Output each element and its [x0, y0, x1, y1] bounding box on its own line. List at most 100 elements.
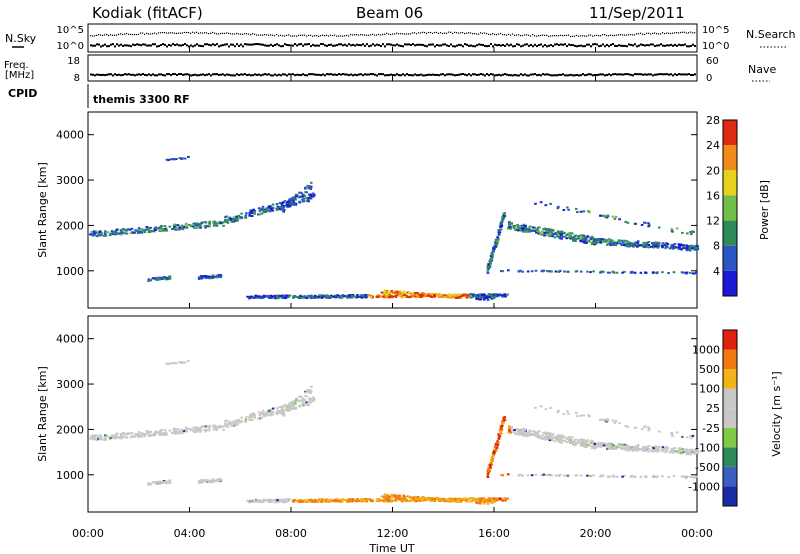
n-search-point [264, 34, 266, 36]
power-cell [110, 230, 114, 233]
noise-traces [90, 31, 696, 48]
power-cell [554, 270, 558, 273]
power-cell [431, 295, 434, 298]
n-search-point [448, 31, 450, 33]
velocity-cell [557, 474, 561, 477]
freq-point [112, 74, 114, 77]
power-cell [312, 193, 316, 196]
power-cell [391, 292, 395, 295]
power-cell [232, 218, 236, 221]
power-cell [633, 271, 637, 274]
power-cell [222, 221, 225, 224]
n-search-point [168, 32, 170, 34]
power-cell [613, 217, 617, 220]
n-sky-point [642, 44, 644, 47]
velocity-cell [681, 435, 684, 438]
power-cell [167, 159, 170, 162]
n-search-point [494, 33, 496, 36]
power-cell [435, 292, 439, 295]
power-cell [528, 225, 532, 228]
n-search-point [262, 34, 264, 36]
freq-point [688, 73, 690, 76]
velocity-cell [121, 432, 125, 435]
n-search-point [296, 35, 298, 37]
power-cell [306, 184, 309, 187]
velocity-cell [654, 449, 658, 452]
velocity-cell [613, 421, 617, 424]
velocity-cell [137, 431, 141, 434]
colorbar-tick-label: 28 [706, 114, 720, 127]
velocity-cell [690, 437, 693, 440]
velocity-cell [543, 437, 547, 440]
freq-point [446, 73, 448, 76]
power-cell [671, 247, 675, 250]
power-cell [553, 236, 557, 239]
freq-point [144, 73, 146, 76]
freq-point [180, 73, 182, 76]
velocity-cell [201, 425, 205, 428]
power-cell [612, 240, 615, 243]
freq-point [490, 73, 492, 76]
velocity-cell [331, 499, 335, 502]
power-cell [651, 271, 655, 274]
velocity-cell [522, 434, 525, 437]
n-sky-point [314, 44, 316, 47]
n-sky-point [376, 43, 378, 46]
velocity-cell [294, 406, 298, 409]
velocity-cell [254, 498, 258, 501]
velocity-cell [590, 446, 594, 449]
power-cell [693, 245, 697, 248]
velocity-cell [545, 433, 548, 436]
freq-point [198, 74, 200, 77]
velocity-cell [368, 498, 372, 501]
power-cell [487, 263, 490, 266]
velocity-cell [521, 431, 524, 434]
power-cell [297, 295, 301, 298]
n-sky-point [208, 43, 210, 46]
power-cell [668, 247, 672, 250]
freq-point [652, 74, 654, 77]
velocity-cell [634, 445, 637, 448]
velocity-cell [623, 447, 627, 450]
power-cell [115, 228, 119, 231]
power-cell [430, 293, 434, 296]
n-search-point [586, 35, 588, 37]
n-search-point [462, 31, 464, 34]
power-cell [563, 235, 567, 238]
velocity-cell [526, 474, 530, 477]
velocity-cell [616, 445, 620, 448]
power-cell [278, 207, 281, 210]
power-cell [588, 211, 591, 214]
n-sky-point [386, 43, 388, 46]
power-cell [146, 227, 149, 230]
power-cell [228, 216, 232, 219]
power-cell [670, 245, 673, 248]
velocity-cell [622, 445, 625, 448]
power-cell [307, 200, 310, 203]
power-cell [550, 270, 553, 273]
power-cell [630, 271, 634, 274]
n-search-point [328, 35, 330, 37]
velocity-cell [412, 496, 415, 499]
n-search-point [320, 35, 322, 37]
power-cell [159, 226, 163, 229]
velocity-cell [208, 429, 211, 432]
freq-point [132, 73, 134, 76]
n-search-point [402, 33, 404, 35]
n-search-point [112, 34, 114, 36]
velocity-cell [303, 399, 307, 402]
velocity-cell [346, 500, 349, 503]
power-cell [549, 233, 553, 236]
velocity-cell [387, 500, 391, 503]
power-cell [579, 210, 583, 213]
n-sky-point [466, 43, 468, 46]
power-cell [394, 291, 397, 294]
power-cell [187, 155, 190, 158]
n-sky-point [692, 43, 694, 46]
power-cell [183, 157, 187, 160]
freq-point [250, 74, 252, 77]
freq-point [220, 73, 222, 76]
velocity-cell [162, 481, 166, 484]
velocity-cell [292, 401, 296, 404]
